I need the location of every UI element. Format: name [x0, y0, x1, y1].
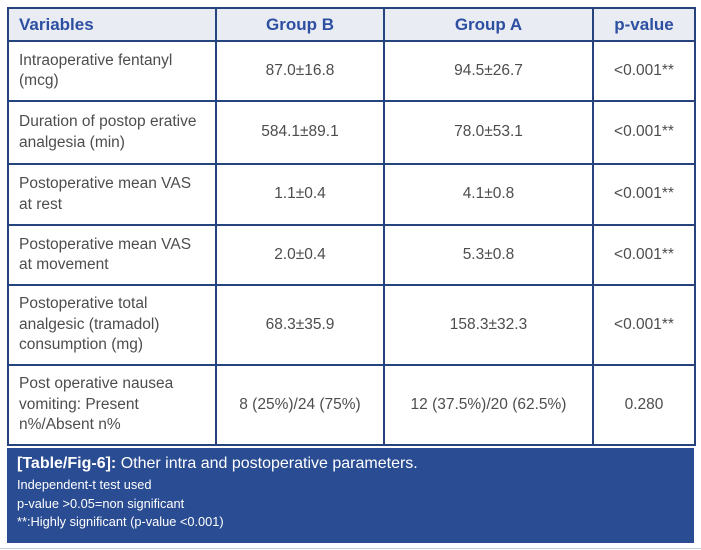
caption-note-nonsignificant: p-value >0.05=non significant — [17, 495, 185, 511]
group-a-cell: 4.1±0.8 — [383, 163, 594, 226]
variable-cell: Postoperative mean VAS at rest — [7, 163, 217, 226]
table-row: Postoperative total analgesic (tramadol)… — [7, 284, 696, 366]
group-b-cell: 68.3±35.9 — [215, 284, 385, 366]
table-row: Postoperative mean VAS at rest 1.1±0.4 4… — [7, 163, 696, 226]
table-row: Intraoperative fentanyl (mcg) 87.0±16.8 … — [7, 40, 696, 102]
group-b-cell: 8 (25%)/24 (75%) — [215, 364, 385, 446]
variable-cell: Intraoperative fentanyl (mcg) — [7, 40, 217, 102]
group-a-cell: 94.5±26.7 — [383, 40, 594, 102]
table-row: Duration of postop erative analgesia (mi… — [7, 100, 696, 165]
group-a-cell: 12 (37.5%)/20 (62.5%) — [383, 364, 594, 446]
caption-note-highly-significant: **:Highly significant (p-value <0.001) — [17, 514, 224, 530]
p-value-cell: <0.001** — [592, 224, 696, 286]
group-b-cell: 87.0±16.8 — [215, 40, 385, 102]
table-row: Post operative nausea vomiting: Present … — [7, 364, 696, 446]
column-header-p-value: p-value — [592, 7, 696, 42]
variable-cell: Duration of postop erative analgesia (mi… — [7, 100, 217, 165]
column-header-variables: Variables — [7, 7, 217, 42]
table-caption: [Table/Fig-6]: Other intra and postopera… — [17, 455, 684, 473]
variable-cell: Post operative nausea vomiting: Present … — [7, 364, 217, 446]
variable-cell: Postoperative total analgesic (tramadol)… — [7, 284, 217, 366]
group-a-cell: 78.0±53.1 — [383, 100, 594, 165]
table-header: Variables Group B Group A p-value — [7, 7, 696, 42]
group-a-cell: 5.3±0.8 — [383, 224, 594, 286]
caption-band: [Table/Fig-6]: Other intra and postopera… — [7, 448, 694, 543]
caption-label: [Table/Fig-6]: — [17, 455, 117, 472]
p-value-cell: <0.001** — [592, 163, 696, 226]
header-row: Variables Group B Group A p-value — [7, 7, 696, 42]
column-header-group-a: Group A — [383, 7, 594, 42]
table-body: Intraoperative fentanyl (mcg) 87.0±16.8 … — [7, 40, 696, 446]
p-value-cell: <0.001** — [592, 284, 696, 366]
p-value-cell: 0.280 — [592, 364, 696, 446]
group-b-cell: 1.1±0.4 — [215, 163, 385, 226]
variable-cell: Postoperative mean VAS at movement — [7, 224, 217, 286]
group-b-cell: 2.0±0.4 — [215, 224, 385, 286]
caption-title: Other intra and postoperative parameters… — [116, 455, 418, 472]
group-b-cell: 584.1±89.1 — [215, 100, 385, 165]
caption-note-test: Independent-t test used — [17, 477, 152, 492]
p-value-cell: <0.001** — [592, 40, 696, 102]
column-header-group-b: Group B — [215, 7, 385, 42]
group-a-cell: 158.3±32.3 — [383, 284, 594, 366]
p-value-cell: <0.001** — [592, 100, 696, 165]
table-row: Postoperative mean VAS at movement 2.0±0… — [7, 224, 696, 286]
parameters-table: Variables Group B Group A p-value Intrao… — [7, 7, 696, 446]
bottom-divider — [0, 548, 701, 549]
